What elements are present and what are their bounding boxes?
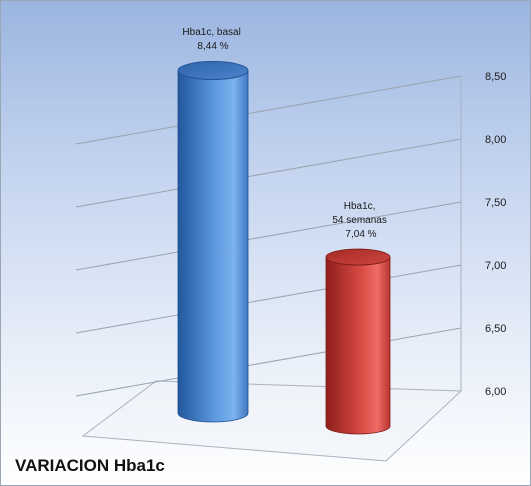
bar-hba1c-basal-body (177, 70, 249, 423)
gridline (75, 75, 462, 145)
data-label-basal-line-1: Hba1c, basal (182, 27, 240, 38)
data-label-54-semanas-line-3: 7,04 % (345, 229, 376, 240)
gridline (75, 201, 462, 271)
data-label-54-semanas: Hba1c, 54 semanas 7,04 % (332, 201, 389, 240)
gridline (75, 138, 462, 208)
gridline (75, 327, 462, 397)
y-tick-label: 6,00 (485, 386, 506, 398)
y-tick-label: 7,00 (485, 260, 506, 272)
chart-title: VARIACION Hba1c (15, 456, 165, 475)
data-label-54-semanas-line-2: 54 semanas (332, 215, 386, 226)
grid-lines (75, 75, 462, 397)
data-label-54-semanas-line-1: Hba1c, (344, 201, 376, 212)
bar-hba1c-basal-top (177, 61, 249, 80)
gridline (75, 264, 462, 334)
y-tick-label: 8,50 (485, 71, 506, 83)
bar-hba1c-basal (177, 61, 249, 423)
bar-hba1c-54-semanas-body (325, 256, 391, 435)
data-label-basal: Hba1c, basal 8,44 % (182, 27, 243, 52)
chart-floor (81, 380, 463, 462)
data-label-basal-line-2: 8,44 % (197, 41, 228, 52)
bar-hba1c-54-semanas-top (325, 248, 391, 266)
y-tick-label: 7,50 (485, 197, 506, 209)
y-tick-label: 8,00 (485, 134, 506, 146)
y-axis-ticks: 6,00 6,50 7,00 7,50 8,00 8,50 (485, 71, 506, 398)
bar-hba1c-54-semanas (325, 248, 391, 435)
y-tick-label: 6,50 (485, 323, 506, 335)
